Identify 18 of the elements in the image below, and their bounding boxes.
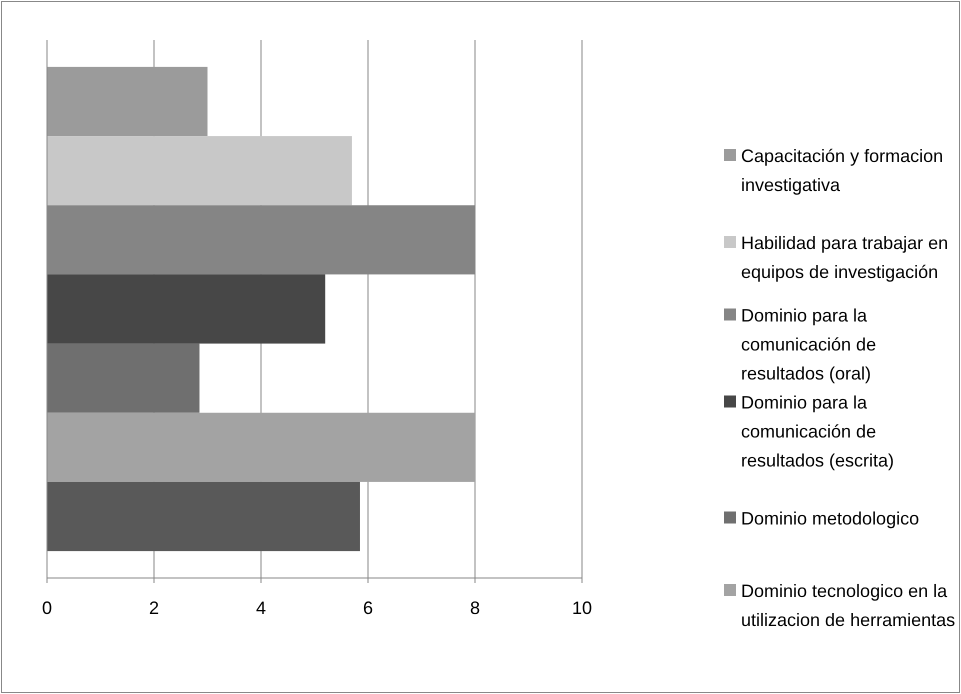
legend-label: Habilidad para trabajar en equipos de investigación (741, 233, 948, 282)
legend-label: Dominio para la comunicación de resultados (oral) (741, 306, 876, 384)
x-tick-label: 10 (572, 598, 592, 618)
bar (47, 136, 352, 206)
legend-label: Dominio para la comunicación de resultados (escrita) (741, 392, 894, 470)
legend-label: Capacitación y formacion investigativa (741, 146, 944, 195)
bar (47, 66, 208, 136)
bar (47, 274, 326, 344)
bar (47, 482, 360, 552)
x-tick-label: 4 (256, 598, 266, 618)
x-tick-label: 2 (148, 598, 160, 618)
legend-label: Dominio tecnologico en la utilizacion de herramientas (741, 581, 956, 630)
bar (47, 412, 475, 482)
legend-label: Dominio metodologico (741, 508, 920, 528)
x-tick-label: 8 (470, 598, 480, 618)
x-tick-label: 6 (362, 598, 374, 618)
x-tick-label: 0 (42, 598, 52, 618)
bar (47, 344, 200, 413)
